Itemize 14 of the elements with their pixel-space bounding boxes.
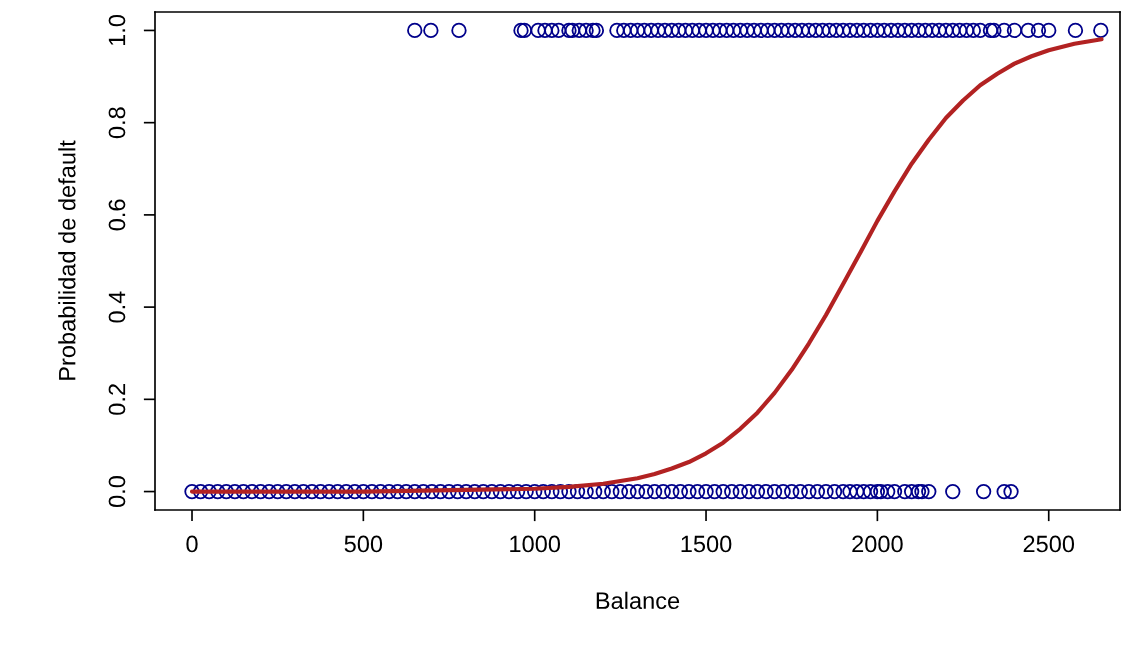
x-tick-label: 500 [344,535,383,553]
x-axis-title: Balance [596,591,680,610]
x-tick-label: 0 [186,535,198,553]
y-tick-label: 0.6 [108,199,126,231]
y-tick-label: 0.8 [108,107,126,139]
y-tick-label: 0.2 [108,384,126,415]
x-tick-label: 2000 [852,535,903,553]
x-tick-label: 1500 [681,535,732,553]
y-axis-title: Probabilidad de default [58,140,76,380]
x-tick-label: 2500 [1023,535,1075,553]
y-tick-label: 0.4 [108,291,126,323]
y-tick-label: 1.0 [108,14,126,46]
y-tick-label: 0.0 [108,476,126,508]
x-tick-label: 1000 [510,535,561,553]
